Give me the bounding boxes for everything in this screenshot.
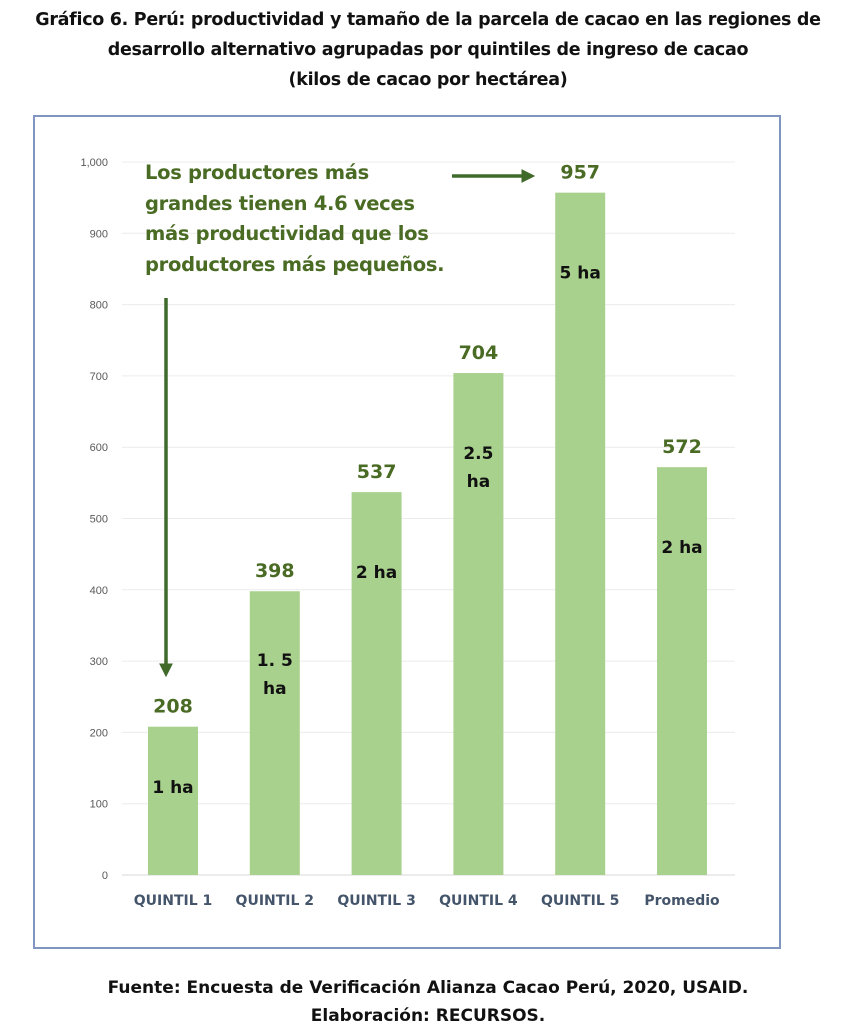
x-tick-label: Promedio xyxy=(644,893,720,909)
annotation-line: grandes tienen 4.6 veces xyxy=(145,191,415,215)
x-tick-label: QUINTIL 2 xyxy=(236,893,315,909)
bar-inner-label: ha xyxy=(263,679,287,699)
y-tick-label: 1,000 xyxy=(80,157,108,169)
bar xyxy=(351,492,402,875)
value-label: 704 xyxy=(459,342,499,364)
bar-inner-label: 5 ha xyxy=(560,264,601,284)
bar xyxy=(555,192,606,875)
annotation-line: Los productores más xyxy=(145,161,369,184)
value-label: 208 xyxy=(153,696,193,718)
bar xyxy=(657,467,707,875)
bar-inner-label: 2.5 xyxy=(463,444,493,464)
bar xyxy=(148,726,198,875)
bar xyxy=(453,373,504,875)
y-tick-label: 100 xyxy=(90,799,108,811)
y-tick-label: 0 xyxy=(102,870,108,882)
annotation: Los productores más grandes tienen 4.6 v… xyxy=(145,158,445,280)
bar-inner-label: ha xyxy=(467,472,491,492)
y-tick-label: 400 xyxy=(90,585,108,597)
y-tick-label: 300 xyxy=(90,656,108,668)
x-tick-label: QUINTIL 3 xyxy=(337,893,416,909)
value-label: 398 xyxy=(255,560,295,582)
source-line: Fuente: Encuesta de Verificación Alianza… xyxy=(107,978,749,998)
y-tick-label: 600 xyxy=(90,442,108,454)
bar-inner-label: 1. 5 xyxy=(257,651,293,671)
y-tick-label: 500 xyxy=(90,514,108,526)
chart-frame xyxy=(33,115,781,949)
chart-title-line-2: desarrollo alternativo agrupadas por qui… xyxy=(107,40,749,60)
x-tick-label: QUINTIL 4 xyxy=(439,893,518,909)
chart-title-line-1: Gráfico 6. Perú: productividad y tamaño … xyxy=(35,10,821,30)
annotation-line: productores más pequeños. xyxy=(145,252,445,276)
bar-inner-label: 1 ha xyxy=(152,778,193,798)
value-label: 537 xyxy=(357,461,397,483)
y-tick-label: 700 xyxy=(90,371,108,383)
bar-inner-label: 2 ha xyxy=(661,538,702,558)
y-tick-label: 900 xyxy=(90,228,108,240)
annotation-line: más productividad que los xyxy=(145,222,429,245)
value-label: 572 xyxy=(662,436,702,458)
chart-title-line-3: (kilos de cacao por hectárea) xyxy=(288,70,568,90)
credit-line: Elaboración: RECURSOS. xyxy=(310,1006,546,1026)
value-label: 957 xyxy=(560,162,600,184)
bar xyxy=(249,591,300,875)
y-tick-label: 200 xyxy=(90,727,108,739)
y-tick-label: 800 xyxy=(90,300,108,312)
bar-inner-label: 2 ha xyxy=(356,563,397,583)
x-tick-label: QUINTIL 5 xyxy=(541,893,620,909)
x-tick-label: QUINTIL 1 xyxy=(134,893,213,909)
